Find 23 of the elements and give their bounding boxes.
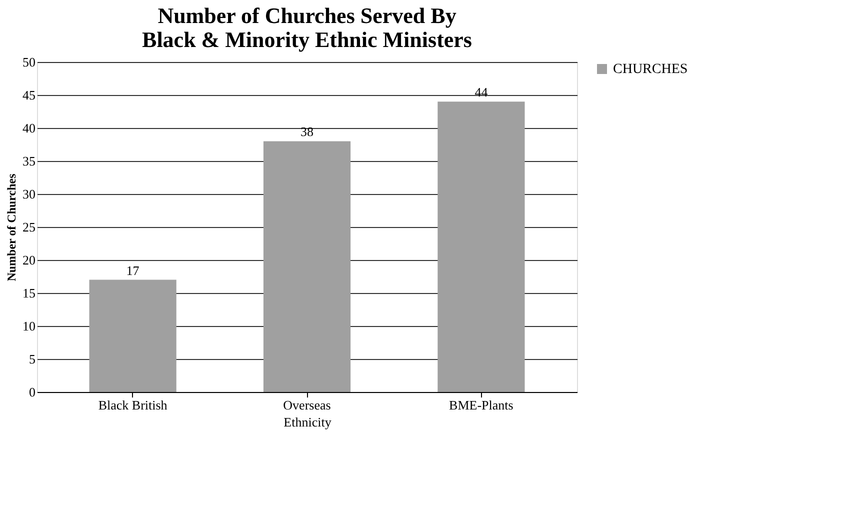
bar (89, 280, 176, 392)
x-tick-label: BME-Plants (449, 398, 514, 412)
y-tick-label: 30 (22, 186, 36, 202)
bar (438, 102, 525, 392)
x-tick-label: Overseas (283, 398, 331, 412)
y-tick-label: 0 (29, 384, 36, 400)
y-tick-label: 35 (22, 154, 36, 168)
y-axis-title: Number of Churches (4, 173, 18, 282)
y-tick-label: 40 (22, 120, 36, 136)
y-tick-label: 25 (22, 220, 36, 234)
x-tick-label: Black British (98, 398, 168, 412)
y-tick-label: 15 (22, 286, 36, 300)
y-tick-label: 5 (29, 352, 36, 366)
y-tick-label: 20 (22, 252, 36, 268)
chart-title: Number of Churches Served By Black & Minority Ethnic Ministers (142, 3, 472, 52)
data-label: 17 (126, 262, 140, 278)
y-tick-label: 10 (22, 318, 36, 334)
y-tick-label: 45 (22, 88, 36, 102)
bar (263, 141, 351, 392)
x-axis-title: Ethnicity (284, 414, 332, 430)
data-label: 38 (300, 124, 314, 140)
y-tick-label: 50 (22, 54, 36, 70)
legend-label: CHURCHES (613, 62, 688, 77)
